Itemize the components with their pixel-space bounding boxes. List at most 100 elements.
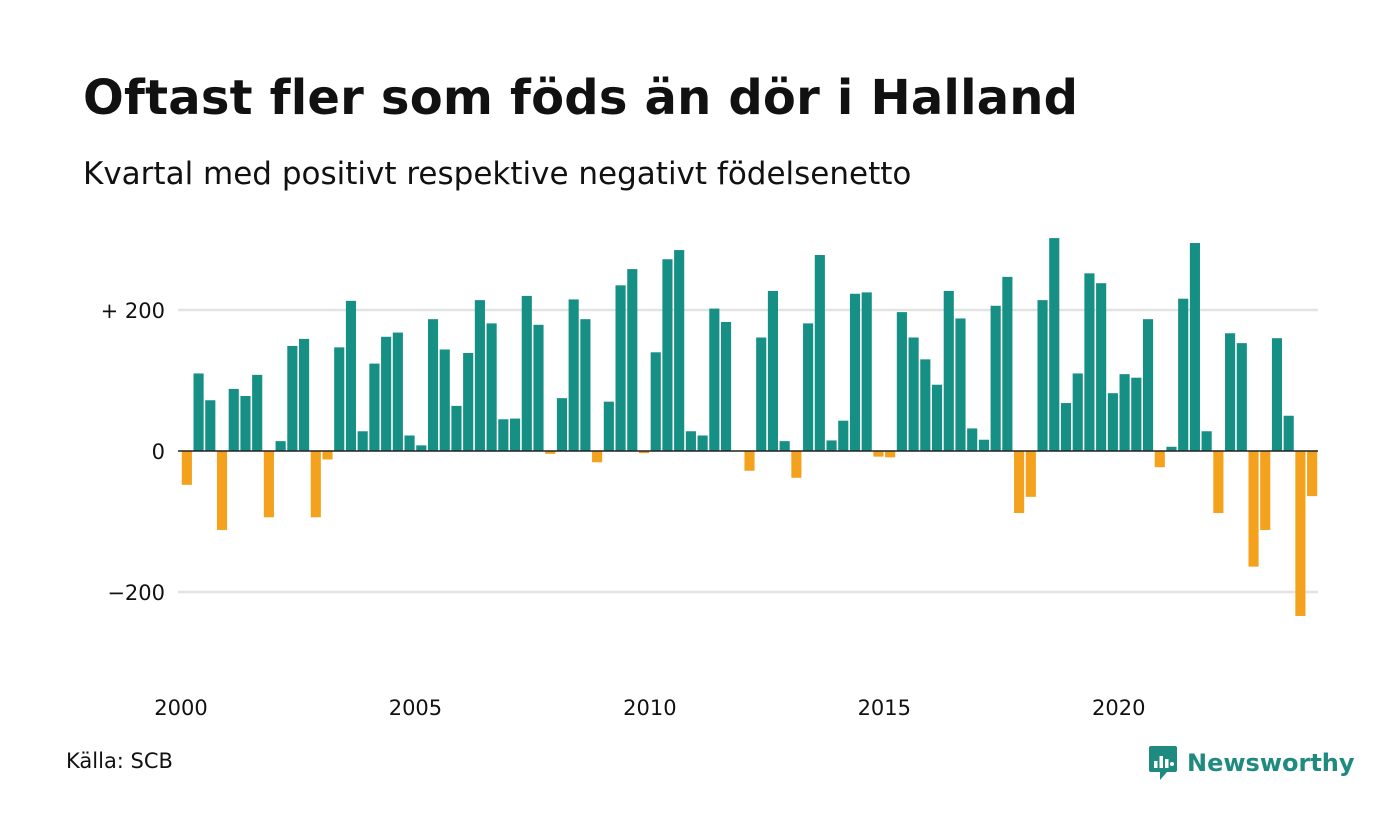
bar: 2019 Q4: 82 <box>1107 393 1118 451</box>
bar: 2018 Q3: 302 <box>1049 238 1060 451</box>
bar: 2004 Q2: 162 <box>381 336 392 451</box>
bar: 2005 Q1: 8 <box>416 445 427 451</box>
bar: 2007 Q4: -4 <box>545 451 556 454</box>
bar: 2004 Q3: 168 <box>392 332 403 451</box>
bar: 2016 Q1: 94 <box>931 384 943 451</box>
bar: 2007 Q2: 220 <box>521 295 532 451</box>
bar: 2015 Q4: 130 <box>920 359 931 451</box>
x-tick-label: 2015 <box>858 696 911 720</box>
bar: 2023 Q2: 160 <box>1271 338 1283 451</box>
bar: 2018 Q2: 214 <box>1037 300 1048 451</box>
chart-title: Oftast fler som föds än dör i Halland <box>83 70 1079 126</box>
grid-lines <box>178 308 1318 594</box>
bar: 2017 Q3: 247 <box>1002 276 1013 451</box>
x-tick-labels: 2000 2005 2010 2015 2020 <box>154 696 1145 720</box>
bar: 2022 Q2: 167 <box>1225 333 1236 451</box>
bar: 2024 Q1: -64 <box>1307 451 1318 497</box>
bar: 2008 Q4: -16 <box>592 451 603 463</box>
brand-name: Newsworthy <box>1187 749 1355 777</box>
x-tick-label: 2020 <box>1092 696 1145 720</box>
source-note: Källa: SCB <box>66 749 173 773</box>
bar: 2008 Q3: 187 <box>580 319 591 451</box>
bar: 2017 Q1: 16 <box>978 439 989 451</box>
bar: 2023 Q3: 50 <box>1283 415 1294 451</box>
bar: 2018 Q4: 68 <box>1060 403 1072 451</box>
bar: 2013 Q1: -38 <box>791 451 802 478</box>
bar: 2021 Q3: 295 <box>1189 243 1200 451</box>
bar: 2022 Q1: -88 <box>1213 451 1224 514</box>
x-tick-label: 2000 <box>154 696 207 720</box>
bar: 2011 Q3: 183 <box>721 321 732 451</box>
bar: 2009 Q4: -3 <box>638 451 650 454</box>
bar: 2001 Q4: -94 <box>263 451 274 518</box>
bar: 2012 Q1: -28 <box>744 451 755 471</box>
bar: 2006 Q2: 214 <box>474 300 485 451</box>
bar: 2017 Q4: -88 <box>1014 451 1025 514</box>
bar: 2021 Q2: 216 <box>1178 298 1189 451</box>
x-tick-label: 2005 <box>389 696 442 720</box>
bar: 2009 Q2: 235 <box>615 285 626 451</box>
bar: 2016 Q4: 32 <box>967 428 978 451</box>
bar: 2007 Q3: 179 <box>533 324 544 451</box>
bar: 2008 Q2: 215 <box>568 299 579 451</box>
bar: 2013 Q3: 278 <box>814 255 825 451</box>
bar: 2015 Q2: 197 <box>896 312 907 451</box>
bar: 2014 Q4: -8 <box>873 451 884 457</box>
bar: 2000 Q3: 72 <box>205 400 216 451</box>
bar: 2006 Q3: 181 <box>486 323 497 451</box>
bar: 2012 Q4: 14 <box>779 441 790 451</box>
bar: 2014 Q1: 43 <box>838 420 849 451</box>
bar: 2004 Q4: 22 <box>404 435 415 451</box>
bar: 2019 Q1: 110 <box>1072 373 1083 451</box>
bar: 2003 Q4: 28 <box>357 431 368 451</box>
bar: 2023 Q1: -112 <box>1260 451 1271 530</box>
bar: 2010 Q2: 272 <box>662 259 673 451</box>
bar: 2006 Q4: 45 <box>498 419 509 451</box>
bar: 2019 Q2: 252 <box>1084 273 1095 451</box>
bar: 2003 Q1: -12 <box>322 451 333 460</box>
bar: 2001 Q2: 78 <box>240 396 251 451</box>
bar: 2020 Q1: 109 <box>1119 374 1130 451</box>
bar: 2018 Q1: -65 <box>1025 451 1036 497</box>
bar: 2016 Q3: 188 <box>955 318 966 451</box>
bars: 2000 Q1: -482000 Q2: 1102000 Q3: 722000 … <box>181 238 1318 616</box>
bar: 2021 Q4: 28 <box>1201 431 1212 451</box>
bar: 2013 Q4: 15 <box>826 440 837 451</box>
bar: 2022 Q3: 153 <box>1236 343 1247 451</box>
bar: 2021 Q1: 6 <box>1166 446 1177 451</box>
bar: 2015 Q1: -9 <box>885 451 896 458</box>
bar: 2020 Q4: -23 <box>1154 451 1165 468</box>
chart-subtitle: Kvartal med positivt respektive negativt… <box>83 156 912 192</box>
bar: 2010 Q4: 28 <box>685 431 696 451</box>
bar: 2012 Q3: 227 <box>767 290 778 451</box>
bar: 2006 Q1: 139 <box>463 353 474 451</box>
y-tick-labels: + 200 0 −200 <box>101 299 165 605</box>
bar: 2007 Q1: 46 <box>510 418 521 451</box>
bar: 2012 Q2: 161 <box>756 337 767 451</box>
bar: 2010 Q1: 140 <box>650 352 661 451</box>
bar: 2023 Q4: -234 <box>1295 451 1306 616</box>
bar: 2000 Q4: -112 <box>216 451 228 530</box>
bar: 2020 Q3: 187 <box>1142 319 1154 451</box>
bar: 2011 Q2: 202 <box>709 308 720 451</box>
bar: 2010 Q3: 285 <box>674 250 685 451</box>
bar: 2001 Q1: 88 <box>228 388 239 451</box>
bar: 2005 Q4: 64 <box>451 405 462 451</box>
y-tick-label: 0 <box>152 440 165 464</box>
brand[interactable]: Newsworthy <box>1148 743 1355 783</box>
bar: 2008 Q1: 75 <box>556 398 568 452</box>
bar: 2019 Q3: 238 <box>1096 283 1107 451</box>
y-tick-label: −200 <box>107 581 165 605</box>
bar: 2013 Q2: 181 <box>803 323 814 451</box>
bar: 2005 Q3: 144 <box>439 349 450 451</box>
bar: 2014 Q2: 223 <box>849 293 861 451</box>
bar: 2011 Q1: 22 <box>697 435 708 451</box>
bar: 2000 Q2: 110 <box>193 373 204 451</box>
bar: 2016 Q2: 227 <box>943 290 954 451</box>
x-tick-label: 2010 <box>623 696 676 720</box>
